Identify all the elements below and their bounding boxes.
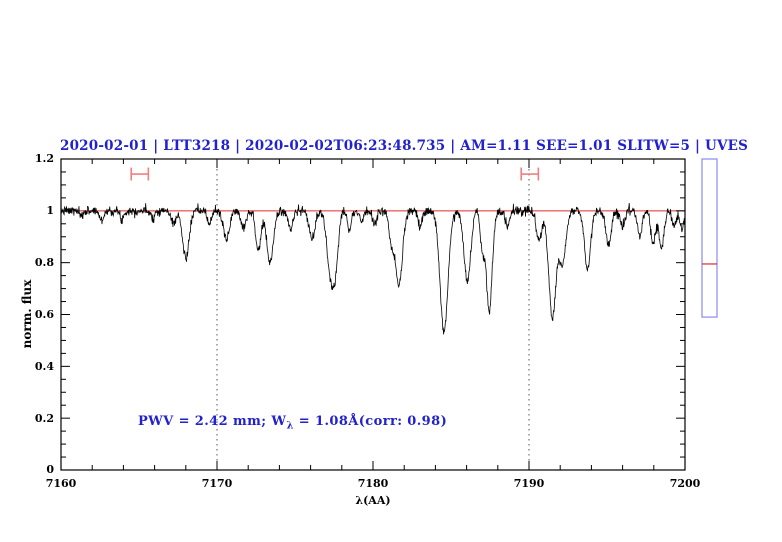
x-tick-label: 7180: [357, 477, 389, 490]
pwv-annotation-sub: λ: [286, 420, 294, 432]
x-axis-label: λ(AA): [355, 494, 391, 507]
x-tick-label: 7200: [669, 477, 701, 490]
x-tick-label: 7190: [513, 477, 545, 490]
pwv-annotation-prefix: PWV = 2.42 mm; W: [138, 414, 287, 429]
pwv-annotation: PWV = 2.42 mm; Wλ = 1.08Å(corr: 0.98): [138, 414, 447, 432]
spectrum-trace: [60, 202, 686, 335]
telluric-window-marker: [130, 167, 150, 181]
y-tick-label: 0.2: [34, 412, 54, 425]
pwv-annotation-suffix: = 1.08Å(corr: 0.98): [293, 414, 448, 429]
x-tick-label: 7160: [45, 477, 77, 490]
y-tick-label: 1: [46, 204, 54, 217]
telluric-window-marker: [520, 167, 540, 181]
x-tick-label: 7170: [201, 477, 233, 490]
y-tick-label: 0: [46, 463, 54, 476]
y-tick-label: 0.4: [34, 360, 54, 373]
y-axis-label: norm. flux: [20, 279, 34, 349]
plot-title: 2020-02-01 | LTT3218 | 2020-02-02T06:23:…: [60, 138, 749, 154]
y-tick-label: 0.6: [34, 308, 54, 321]
side-indicator-box: [701, 158, 718, 318]
y-tick-label: 0.8: [34, 256, 54, 269]
y-tick-label: 1.2: [34, 152, 54, 165]
